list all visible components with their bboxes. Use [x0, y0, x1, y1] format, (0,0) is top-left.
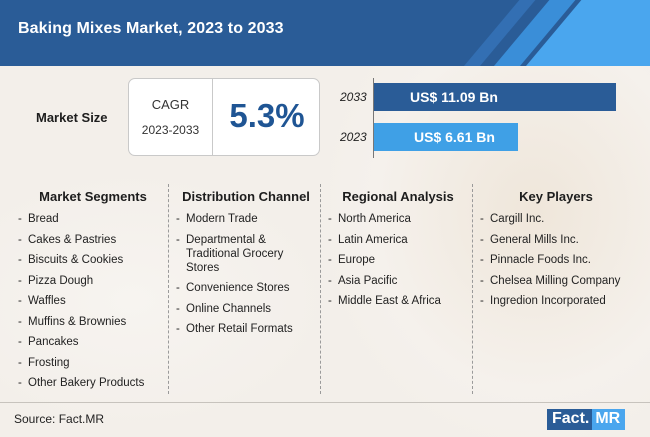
list-item: Ingredion Incorporated — [480, 294, 632, 308]
list-item: Departmental & Traditional Grocery Store… — [176, 233, 316, 275]
bar: US$ 6.61 Bn — [374, 123, 518, 151]
cagr-divider — [212, 79, 213, 155]
column-list: Bread Cakes & Pastries Biscuits & Cookies P… — [18, 212, 168, 390]
page-title: Baking Mixes Market, 2023 to 2033 — [18, 20, 284, 37]
list-item: General Mills Inc. — [480, 233, 632, 247]
list-item: Pancakes — [18, 335, 168, 349]
bar-category-label: 2033 — [340, 90, 367, 104]
list-item: Biscuits & Cookies — [18, 253, 168, 267]
bar-value-label: US$ 11.09 Bn — [410, 89, 498, 105]
bar-axis — [373, 78, 374, 158]
source-note: Source: Fact.MR — [14, 412, 105, 426]
column-divider — [320, 184, 321, 394]
list-item: Muffins & Brownies — [18, 315, 168, 329]
list-item: Modern Trade — [176, 212, 316, 226]
list-item: Middle East & Africa — [328, 294, 468, 308]
list-item: Convenience Stores — [176, 281, 316, 295]
cagr-value: 5.3% — [229, 97, 305, 134]
cagr-years: 2023-2033 — [141, 123, 200, 137]
list-item: Other Retail Formats — [176, 322, 316, 336]
logo-text-right: MR — [592, 409, 626, 430]
bar-value-label: US$ 6.61 Bn — [414, 129, 495, 145]
column-list: Modern Trade Departmental & Traditional G… — [176, 212, 316, 336]
list-item: Frosting — [18, 356, 168, 370]
header-banner: Baking Mixes Market, 2023 to 2033 — [0, 0, 650, 66]
list-item: Asia Pacific — [328, 274, 468, 288]
column-regional-analysis: Regional Analysis North America Latin Ame… — [328, 180, 468, 400]
column-title: Key Players — [519, 189, 593, 204]
column-list: North America Latin America Europe Asia Pac… — [328, 212, 468, 308]
market-size-label: Market Size — [36, 110, 108, 125]
column-distribution-channel: Distribution Channel Modern Trade Departm… — [176, 180, 316, 400]
list-item: Pizza Dough — [18, 274, 168, 288]
list-item: Online Channels — [176, 302, 316, 316]
column-key-players: Key Players Cargill Inc. General Mills In… — [480, 180, 632, 400]
logo-text-left: Fact. — [547, 409, 593, 430]
footer-divider — [0, 402, 650, 403]
column-list: Cargill Inc. General Mills Inc. Pinnacle F… — [480, 212, 632, 308]
list-item: Cargill Inc. — [480, 212, 632, 226]
column-title: Distribution Channel — [182, 189, 310, 204]
list-item: Pinnacle Foods Inc. — [480, 253, 632, 267]
column-title: Market Segments — [39, 189, 147, 204]
bar: US$ 11.09 Bn — [374, 83, 616, 111]
column-divider — [472, 184, 473, 394]
cagr-label: CAGR — [151, 97, 190, 112]
segments-columns: Market Segments Bread Cakes & Pastries Bis… — [18, 180, 632, 400]
bar-category-label: 2023 — [340, 130, 367, 144]
cagr-box: CAGR 2023-2033 5.3% — [128, 78, 320, 156]
background-decoration — [330, 60, 650, 437]
factmr-logo: Fact. MR — [547, 409, 626, 430]
column-title: Regional Analysis — [342, 189, 454, 204]
list-item: Other Bakery Products — [18, 376, 168, 390]
list-item: Chelsea Milling Company — [480, 274, 632, 288]
list-item: North America — [328, 212, 468, 226]
list-item: Waffles — [18, 294, 168, 308]
column-divider — [168, 184, 169, 394]
list-item: Bread — [18, 212, 168, 226]
list-item: Cakes & Pastries — [18, 233, 168, 247]
column-market-segments: Market Segments Bread Cakes & Pastries Bis… — [18, 180, 168, 400]
list-item: Europe — [328, 253, 468, 267]
list-item: Latin America — [328, 233, 468, 247]
